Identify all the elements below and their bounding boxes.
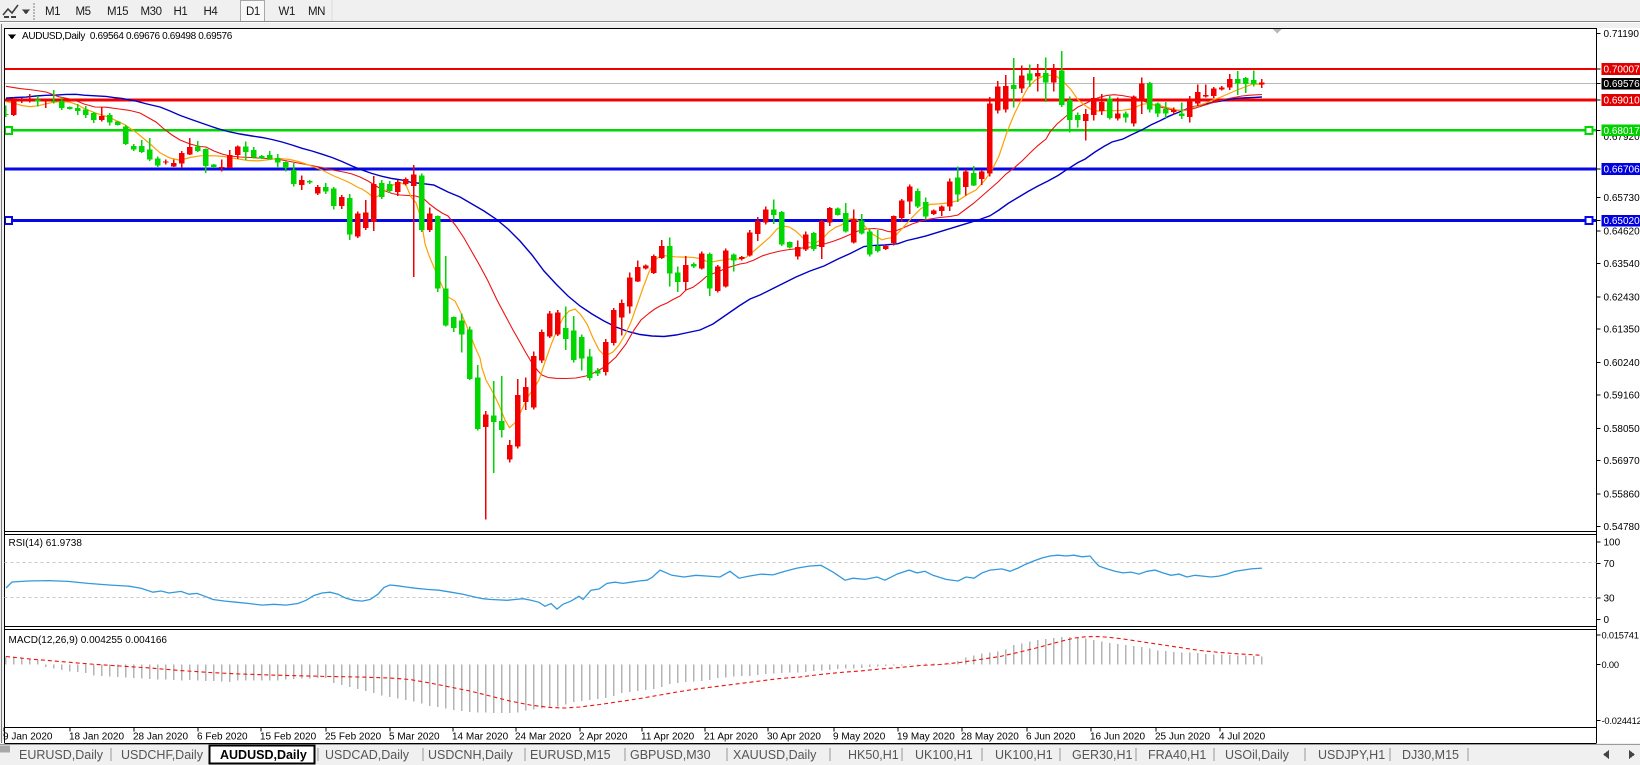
- svg-text:0.65730: 0.65730: [1604, 193, 1640, 204]
- svg-text:D1: D1: [246, 6, 260, 18]
- svg-text:RSI(14) 61.9738: RSI(14) 61.9738: [9, 538, 83, 549]
- svg-text:2 Apr 2020: 2 Apr 2020: [579, 732, 628, 743]
- svg-text:UK100,H1: UK100,H1: [995, 748, 1053, 762]
- svg-text:0.59160: 0.59160: [1604, 391, 1640, 402]
- svg-text:M1: M1: [45, 6, 60, 18]
- svg-text:15 Feb 2020: 15 Feb 2020: [260, 732, 317, 743]
- svg-text:USDCHF,Daily: USDCHF,Daily: [121, 748, 204, 762]
- svg-text:W1: W1: [279, 6, 295, 18]
- svg-text:USDCNH,Daily: USDCNH,Daily: [428, 748, 513, 762]
- svg-text:0: 0: [1604, 615, 1610, 626]
- svg-text:EURUSD,Daily: EURUSD,Daily: [19, 748, 104, 762]
- svg-text:H4: H4: [204, 6, 219, 18]
- svg-text:6 Jun 2020: 6 Jun 2020: [1026, 732, 1076, 743]
- svg-text:4 Jul 2020: 4 Jul 2020: [1219, 732, 1266, 743]
- svg-text:0.61350: 0.61350: [1604, 325, 1640, 336]
- svg-text:UK100,H1: UK100,H1: [915, 748, 973, 762]
- svg-text:HK50,H1: HK50,H1: [848, 748, 899, 762]
- svg-text:USDCAD,Daily: USDCAD,Daily: [325, 748, 410, 762]
- svg-text:0.60240: 0.60240: [1604, 358, 1640, 369]
- svg-text:0.69010: 0.69010: [1604, 96, 1640, 107]
- svg-text:28 Jan 2020: 28 Jan 2020: [133, 732, 188, 743]
- svg-text:28 May 2020: 28 May 2020: [961, 732, 1019, 743]
- svg-text:30 Apr 2020: 30 Apr 2020: [767, 732, 821, 743]
- svg-text:9 May 2020: 9 May 2020: [833, 732, 886, 743]
- svg-text:18 Jan 2020: 18 Jan 2020: [69, 732, 124, 743]
- svg-text:0.015741: 0.015741: [1602, 631, 1639, 641]
- svg-text:9 Jan 2020: 9 Jan 2020: [3, 732, 53, 743]
- svg-text:70: 70: [1604, 559, 1616, 570]
- svg-text:0.67920: 0.67920: [1604, 132, 1640, 143]
- svg-text:0.63540: 0.63540: [1604, 259, 1640, 270]
- svg-text:FRA40,H1: FRA40,H1: [1148, 748, 1206, 762]
- svg-text:M30: M30: [141, 6, 162, 18]
- svg-text:MN: MN: [308, 6, 325, 18]
- svg-text:0.56970: 0.56970: [1604, 456, 1640, 467]
- svg-text:25 Jun 2020: 25 Jun 2020: [1155, 732, 1210, 743]
- svg-text:5 Mar 2020: 5 Mar 2020: [389, 732, 440, 743]
- svg-text:M5: M5: [76, 6, 91, 18]
- svg-text:H1: H1: [174, 6, 188, 18]
- svg-text:USOil,Daily: USOil,Daily: [1225, 748, 1290, 762]
- svg-text:EURUSD,M15: EURUSD,M15: [530, 748, 611, 762]
- svg-text:MACD(12,26,9) 0.004255 0.00416: MACD(12,26,9) 0.004255 0.004166: [9, 635, 168, 646]
- svg-text:XAUUSD,Daily: XAUUSD,Daily: [733, 748, 817, 762]
- svg-text:24 Mar 2020: 24 Mar 2020: [515, 732, 572, 743]
- svg-text:-0.024412: -0.024412: [1602, 716, 1640, 726]
- svg-text:21 Apr 2020: 21 Apr 2020: [704, 732, 758, 743]
- svg-text:19 May 2020: 19 May 2020: [897, 732, 955, 743]
- svg-text:25 Feb 2020: 25 Feb 2020: [325, 732, 382, 743]
- svg-text:0.68017: 0.68017: [1604, 126, 1640, 137]
- svg-text:11 Apr 2020: 11 Apr 2020: [641, 732, 695, 743]
- svg-text:0.58050: 0.58050: [1604, 424, 1640, 435]
- svg-text:30: 30: [1604, 593, 1616, 604]
- svg-text:14 Mar 2020: 14 Mar 2020: [452, 732, 509, 743]
- svg-text:0.69576: 0.69576: [1604, 79, 1640, 90]
- svg-text:6 Feb 2020: 6 Feb 2020: [197, 732, 248, 743]
- svg-text:0.65020: 0.65020: [1604, 216, 1640, 227]
- svg-text:0.66706: 0.66706: [1604, 165, 1640, 176]
- svg-text:0.71190: 0.71190: [1604, 29, 1640, 40]
- svg-text:0.55860: 0.55860: [1604, 490, 1640, 501]
- svg-text:AUDUSD,Daily: AUDUSD,Daily: [220, 748, 307, 762]
- svg-text:0.64620: 0.64620: [1604, 227, 1640, 238]
- svg-text:USDJPY,H1: USDJPY,H1: [1318, 748, 1385, 762]
- svg-text:0.54780: 0.54780: [1604, 522, 1640, 533]
- svg-text:M15: M15: [107, 6, 128, 18]
- svg-text:0.00: 0.00: [1602, 660, 1619, 670]
- svg-text:100: 100: [1604, 538, 1621, 549]
- svg-text:0.62430: 0.62430: [1604, 292, 1640, 303]
- svg-text:AUDUSD,Daily 0.69564 0.69676: AUDUSD,Daily 0.69564 0.69676 0.69498 0.6…: [22, 31, 233, 42]
- svg-text:0.70007: 0.70007: [1604, 65, 1640, 76]
- svg-text:GBPUSD,M30: GBPUSD,M30: [630, 748, 711, 762]
- svg-text:16 Jun 2020: 16 Jun 2020: [1090, 732, 1145, 743]
- svg-text:DJ30,M15: DJ30,M15: [1402, 748, 1459, 762]
- svg-text:GER30,H1: GER30,H1: [1072, 748, 1132, 762]
